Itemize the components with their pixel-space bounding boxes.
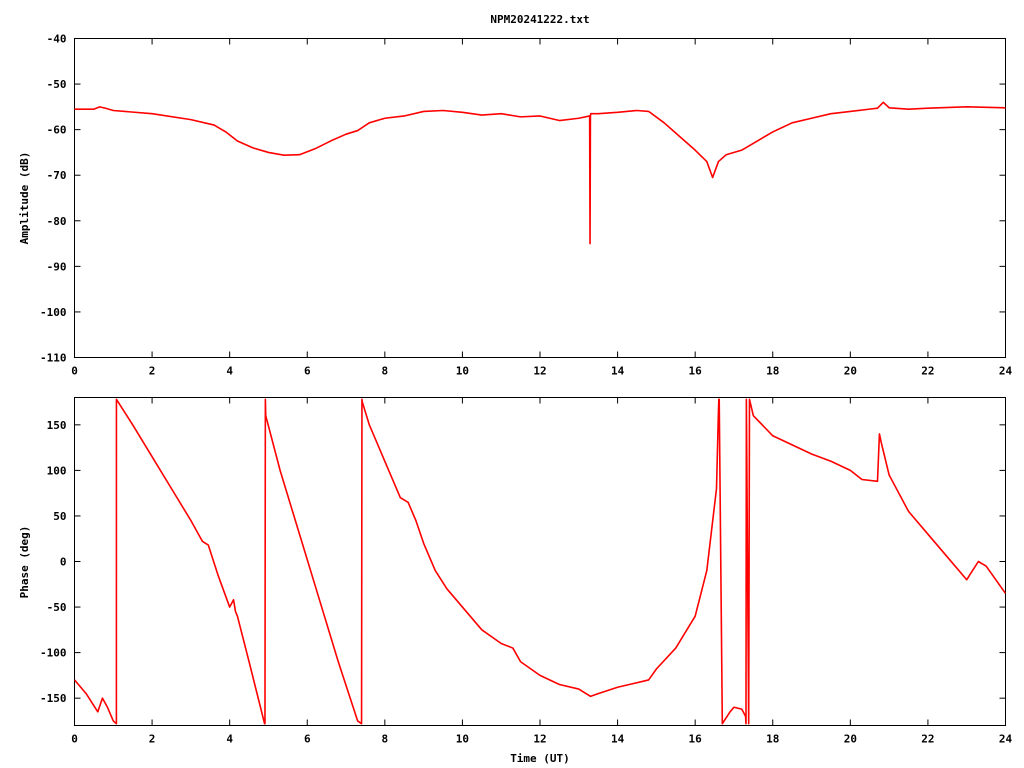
x-tick-label: 8 (382, 365, 389, 378)
x-tick-label: 4 (226, 365, 233, 378)
y-tick-label: -60 (47, 124, 67, 137)
x-tick-label: 4 (226, 733, 233, 746)
phase-panel: 0 2 4 6 8 10 12 14 16 18 20 22 24150100500-50-100-15… (18, 397, 1012, 765)
x-tick-label: 0 (71, 733, 78, 746)
y-tick-label: -50 (47, 601, 67, 614)
x-tick-label: 12 (533, 733, 546, 746)
phase-y-axis-title: Phase (deg) (18, 526, 31, 599)
y-tick-label: 0 (60, 556, 67, 569)
x-tick-label: 22 (921, 365, 934, 378)
x-tick-label: 24 (999, 733, 1013, 746)
x-tick-label: 16 (689, 365, 703, 378)
x-tick-label: 18 (766, 365, 779, 378)
amplitude-series (74, 101, 1006, 245)
y-tick-label: -50 (47, 78, 67, 91)
x-tick-label: 20 (844, 365, 857, 378)
x-tick-label: 2 (149, 733, 156, 746)
y-tick-label: -40 (47, 33, 67, 46)
x-tick-label: 14 (611, 733, 625, 746)
amplitude-tick-labels: 0 2 4 6 8 10 12 14 16 18 20 22 24-40-50-60-70-80-90-… (40, 33, 1012, 378)
y-tick-label: 150 (47, 419, 67, 432)
y-tick-label: -100 (40, 306, 67, 319)
y-tick-label: 50 (53, 510, 66, 523)
amplitude-panel: 0 2 4 6 8 10 12 14 16 18 20 22 24-40-50-60-70-80-90-… (18, 33, 1012, 378)
x-tick-label: 22 (921, 733, 934, 746)
x-tick-label: 16 (689, 733, 703, 746)
phase-series (74, 398, 1006, 725)
phase-tick-labels: 0 2 4 6 8 10 12 14 16 18 20 22 24150100500-50-100-15… (40, 419, 1012, 746)
y-tick-label: -70 (47, 169, 67, 182)
y-tick-label: -100 (40, 647, 67, 660)
y-tick-label: -110 (40, 352, 67, 365)
chart-title: NPM20241222.txt (490, 13, 589, 26)
phase-ticks (74, 397, 1006, 726)
y-tick-label: -150 (40, 692, 67, 705)
x-tick-label: 0 (71, 365, 78, 378)
amplitude-y-axis-title: Amplitude (dB) (18, 152, 31, 245)
x-tick-label: 18 (766, 733, 779, 746)
x-tick-label: 10 (456, 365, 469, 378)
y-tick-label: 100 (47, 464, 67, 477)
amplitude-series-line (74, 101, 1006, 245)
amplitude-ticks (74, 38, 1006, 358)
phase-x-axis-title: Time (UT) (510, 752, 570, 765)
x-tick-label: 14 (611, 365, 625, 378)
x-tick-label: 12 (533, 365, 546, 378)
x-tick-label: 20 (844, 733, 857, 746)
x-tick-label: 10 (456, 733, 469, 746)
y-tick-label: -90 (47, 260, 67, 273)
x-tick-label: 6 (304, 733, 311, 746)
x-tick-label: 2 (149, 365, 156, 378)
amplitude-plot-frame (74, 38, 1006, 358)
x-tick-label: 8 (382, 733, 389, 746)
y-tick-label: -80 (47, 215, 67, 228)
phase-series-line (74, 398, 1006, 725)
x-tick-label: 24 (999, 365, 1013, 378)
x-tick-label: 6 (304, 365, 311, 378)
